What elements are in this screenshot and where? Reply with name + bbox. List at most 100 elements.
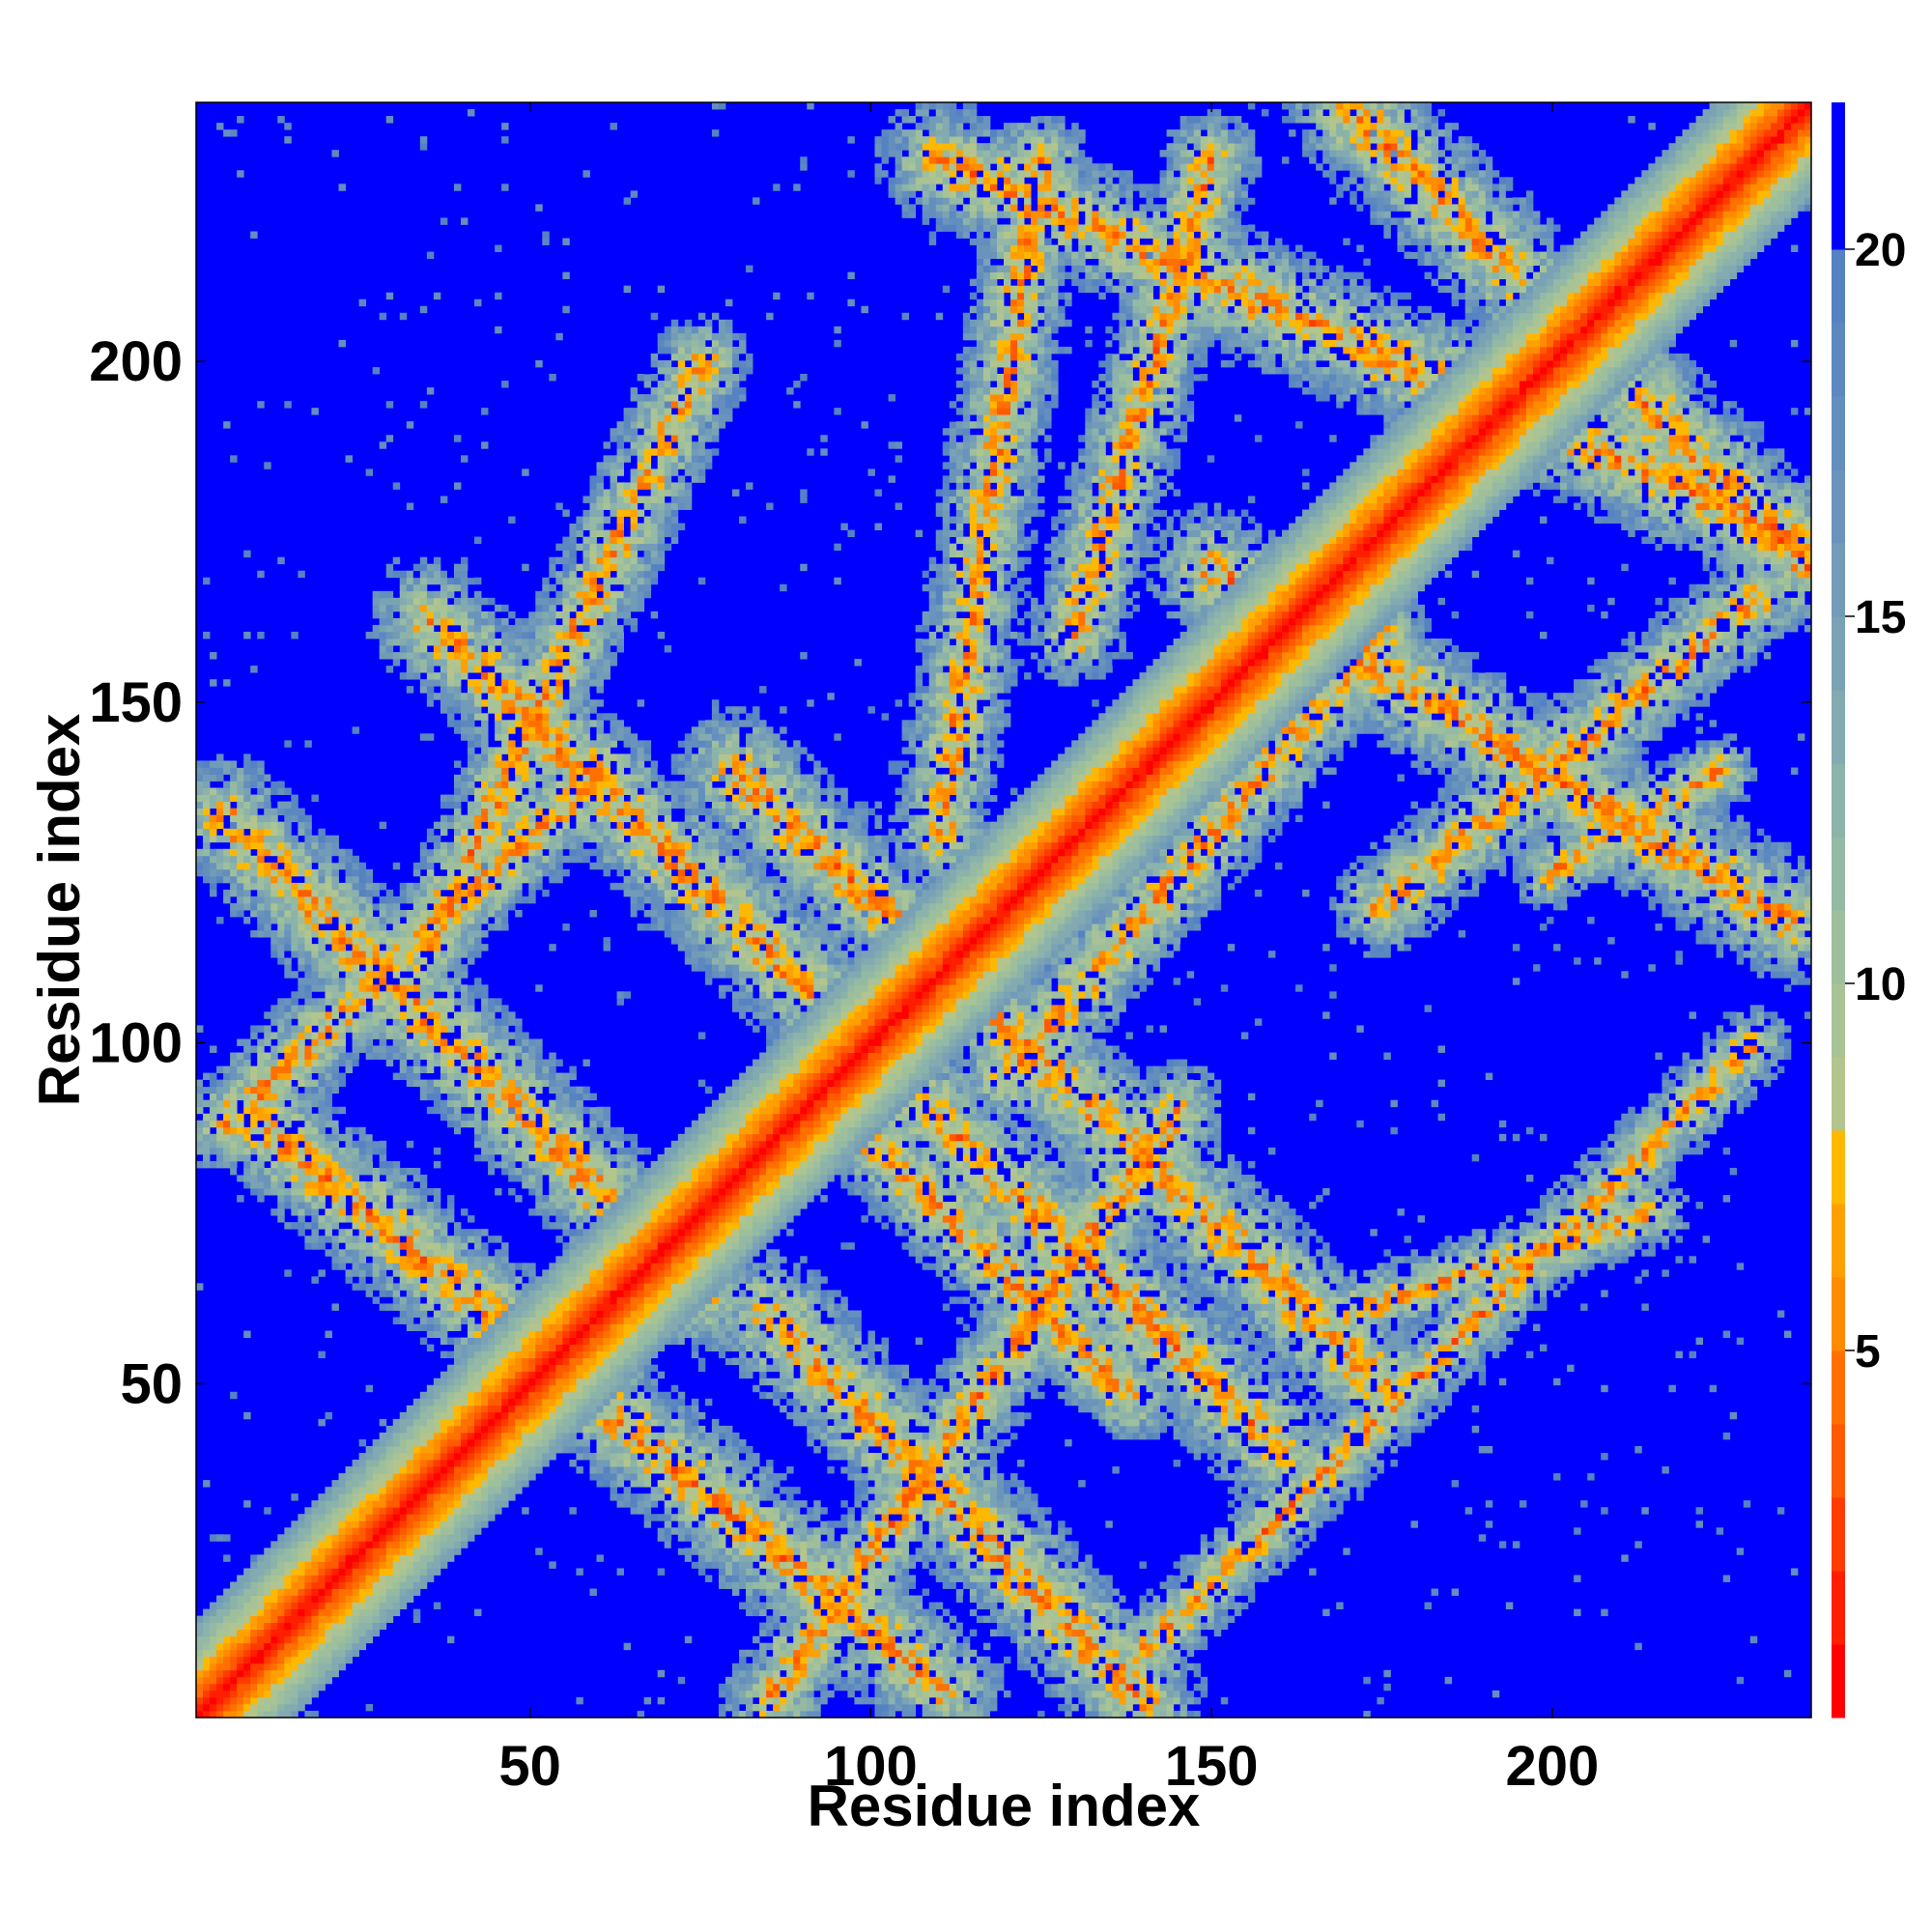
heatmap-cell: [203, 781, 210, 788]
heatmap-cell: [474, 1263, 481, 1269]
heatmap-cell: [216, 1670, 223, 1677]
heatmap-cell: [250, 760, 257, 767]
heatmap-cell: [393, 1161, 400, 1168]
heatmap-cell: [196, 1684, 203, 1690]
heatmap-cell: [250, 1677, 257, 1684]
heatmap-cell: [270, 1032, 277, 1038]
heatmap-cell: [277, 1025, 284, 1032]
heatmap-cell: [434, 1603, 440, 1609]
heatmap-cell: [434, 1188, 440, 1195]
heatmap-cell: [440, 1053, 447, 1060]
heatmap-cell: [400, 1419, 407, 1426]
heatmap-cell: [386, 1514, 393, 1520]
heatmap-cell: [284, 910, 291, 917]
heatmap-cell: [339, 1643, 346, 1650]
heatmap-cell: [284, 1066, 291, 1073]
heatmap-cell: [481, 1269, 488, 1276]
heatmap-cell: [468, 1473, 474, 1480]
heatmap-cell: [359, 1582, 366, 1589]
heatmap-cell: [407, 1242, 413, 1249]
heatmap-cell: [210, 1636, 216, 1643]
heatmap-cell: [311, 978, 318, 984]
heatmap-cell: [420, 1215, 427, 1222]
heatmap-cell: [243, 1575, 250, 1581]
heatmap-cell: [257, 869, 264, 876]
heatmap-cell: [420, 564, 427, 571]
heatmap-cell: [380, 1466, 386, 1473]
heatmap-cell: [407, 998, 413, 1005]
heatmap-cell: [373, 917, 380, 923]
heatmap-cell: [270, 1704, 277, 1711]
heatmap-cell: [325, 1541, 331, 1548]
heatmap-cell: [454, 686, 461, 693]
heatmap-cell: [468, 923, 474, 930]
heatmap-cell: [386, 964, 393, 971]
heatmap-cell: [468, 1358, 474, 1365]
heatmap-cell: [332, 1242, 339, 1249]
heatmap-cell: [216, 849, 223, 856]
heatmap-cell: [318, 1025, 325, 1032]
heatmap-cell: [277, 1596, 284, 1603]
heatmap-cell: [407, 917, 413, 923]
heatmap-cell: [420, 1066, 427, 1073]
heatmap-cell: [393, 1453, 400, 1460]
heatmap-cell: [447, 1433, 454, 1439]
heatmap-cell: [270, 883, 277, 890]
heatmap-cell: [380, 1290, 386, 1296]
heatmap-cell: [386, 984, 393, 991]
heatmap-cell: [250, 1161, 257, 1168]
heatmap-cell: [230, 1154, 237, 1161]
heatmap-cell: [393, 1011, 400, 1018]
heatmap-cell: [461, 1419, 468, 1426]
heatmap-cell: [407, 930, 413, 937]
heatmap-cell: [332, 1303, 339, 1310]
heatmap-cell: [420, 1399, 427, 1406]
heatmap-cell: [413, 1493, 420, 1500]
heatmap-cell: [311, 1032, 318, 1038]
heatmap-cell: [454, 1324, 461, 1331]
heatmap-cell: [284, 1704, 291, 1711]
heatmap-cell: [407, 951, 413, 957]
heatmap-cell: [291, 1175, 298, 1181]
heatmap-cell: [257, 767, 264, 774]
heatmap-cell: [380, 652, 386, 659]
heatmap-cell: [353, 869, 359, 876]
heatmap-cell: [366, 1520, 373, 1527]
heatmap-cell: [318, 1493, 325, 1500]
heatmap-cell: [325, 876, 331, 883]
heatmap-cell: [298, 856, 304, 863]
heatmap-cell: [353, 1283, 359, 1290]
heatmap-cell: [400, 1500, 407, 1507]
heatmap-cell: [304, 1073, 311, 1080]
heatmap-cell: [264, 1175, 270, 1181]
heatmap-cell: [264, 1589, 270, 1596]
heatmap-cell: [196, 856, 203, 863]
heatmap-cell: [474, 1236, 481, 1242]
heatmap-cell: [461, 775, 468, 781]
heatmap-cell: [440, 598, 447, 605]
heatmap-cell: [481, 1318, 488, 1324]
heatmap-cell: [277, 1087, 284, 1094]
heatmap-cell: [454, 984, 461, 991]
heatmap-cell: [461, 788, 468, 795]
heatmap-cell: [359, 1596, 366, 1603]
heatmap-cell: [413, 1541, 420, 1548]
heatmap-cell: [277, 1060, 284, 1066]
heatmap-cell: [339, 1480, 346, 1487]
heatmap-cell: [380, 896, 386, 903]
heatmap-cell: [264, 788, 270, 795]
heatmap-cell: [386, 1507, 393, 1514]
heatmap-cell: [353, 1222, 359, 1229]
heatmap-cell: [359, 951, 366, 957]
heatmap-cell: [325, 1188, 331, 1195]
heatmap-cell: [311, 1534, 318, 1541]
heatmap-cell: [291, 1188, 298, 1195]
heatmap-cell: [325, 1148, 331, 1154]
heatmap-cell: [318, 1073, 325, 1080]
heatmap-cell: [386, 1439, 393, 1446]
heatmap-cell: [270, 1684, 277, 1690]
heatmap-cell: [270, 1677, 277, 1684]
heatmap-cell: [332, 1657, 339, 1663]
heatmap-cell: [440, 1527, 447, 1534]
heatmap-cell: [311, 944, 318, 951]
